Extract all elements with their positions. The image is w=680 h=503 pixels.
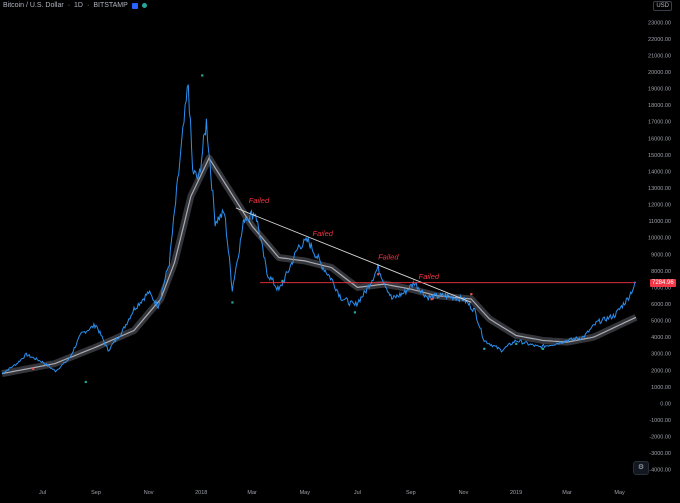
ma-band-path bbox=[1, 154, 638, 378]
failed-label: Failed bbox=[419, 272, 440, 281]
signal-marker bbox=[32, 367, 35, 370]
x-tick-label: Nov bbox=[459, 490, 469, 496]
y-tick-label: 18000.00 bbox=[648, 103, 671, 109]
x-tick-label: May bbox=[300, 490, 311, 496]
y-tick-label: 23000.00 bbox=[648, 20, 671, 26]
x-tick-label: 2019 bbox=[510, 490, 522, 496]
y-tick-label: 21000.00 bbox=[648, 53, 671, 59]
x-tick-label: May bbox=[614, 490, 625, 496]
y-tick-label: 7000.00 bbox=[651, 285, 671, 291]
price-axis[interactable]: 23000.00 22000.00 21000.00 20000.00 19000.00… bbox=[648, 20, 671, 473]
y-tick-label: 15000.00 bbox=[648, 153, 671, 159]
y-tick-label: 12000.00 bbox=[648, 203, 671, 209]
y-tick-label: 20000.00 bbox=[648, 70, 671, 76]
x-tick-label: Sep bbox=[406, 490, 416, 496]
x-tick-label: Mar bbox=[562, 490, 572, 496]
y-tick-label: 14000.00 bbox=[648, 169, 671, 175]
currency-label[interactable]: USD bbox=[653, 1, 672, 11]
y-tick-label: -4000.00 bbox=[649, 468, 671, 474]
x-tick-label: Mar bbox=[247, 490, 257, 496]
y-tick-label: 11000.00 bbox=[648, 219, 671, 225]
y-tick-label: 8000.00 bbox=[651, 269, 671, 275]
x-tick-label: 2018 bbox=[195, 490, 207, 496]
signal-marker bbox=[231, 301, 234, 304]
failed-label: Failed bbox=[313, 229, 334, 238]
failed-label: Failed bbox=[378, 252, 399, 261]
price-path bbox=[1, 84, 637, 374]
y-tick-label: 3000.00 bbox=[651, 352, 671, 358]
y-tick-label: 4000.00 bbox=[651, 335, 671, 341]
drawing-overlays[interactable] bbox=[235, 207, 636, 303]
resistance-trendline bbox=[235, 207, 472, 303]
x-tick-label: Jul bbox=[39, 490, 46, 496]
symbol-name[interactable]: Bitcoin / U.S. Dollar bbox=[3, 2, 64, 9]
signal-marker bbox=[541, 347, 545, 350]
moving-average-line bbox=[1, 156, 637, 375]
interval-label[interactable]: 1D bbox=[74, 2, 83, 9]
x-tick-label: Jul bbox=[354, 490, 361, 496]
y-tick-label: 9000.00 bbox=[651, 252, 671, 258]
y-tick-label: 17000.00 bbox=[648, 120, 671, 126]
settings-icon: ⚙ bbox=[637, 464, 645, 471]
y-tick-label: 22000.00 bbox=[648, 37, 671, 43]
status-dot-icon bbox=[141, 3, 147, 8]
y-tick-label: -1000.00 bbox=[649, 418, 671, 424]
signal-marker bbox=[430, 298, 433, 301]
exchange-label: BITSTAMP bbox=[93, 2, 128, 9]
y-tick-label: 0.00 bbox=[660, 401, 671, 407]
signal-marker bbox=[470, 293, 473, 296]
current-price-tag: 7284.96 bbox=[650, 278, 676, 287]
symbol-header: Bitcoin / U.S. Dollar · 1D · BITSTAMP bbox=[3, 2, 147, 9]
y-tick-label: 16000.00 bbox=[648, 136, 671, 142]
signal-marker bbox=[483, 347, 486, 350]
close-square-icon[interactable] bbox=[131, 2, 138, 9]
y-tick-label: 2000.00 bbox=[651, 368, 671, 374]
signal-marker bbox=[201, 74, 204, 77]
x-tick-label: Sep bbox=[91, 490, 101, 496]
y-tick-label: 19000.00 bbox=[648, 87, 671, 93]
price-line bbox=[1, 84, 637, 374]
y-tick-label: -2000.00 bbox=[649, 435, 671, 441]
signal-marker bbox=[515, 342, 518, 345]
ma-path bbox=[1, 156, 637, 375]
y-tick-label: 10000.00 bbox=[648, 236, 671, 242]
signal-marker bbox=[377, 273, 380, 276]
y-tick-label: -3000.00 bbox=[649, 451, 671, 457]
time-axis[interactable]: Jul Sep Nov 2018 Mar May Jul Sep Nov 2019 Mar May bbox=[39, 490, 625, 496]
settings-button[interactable]: ⚙ bbox=[633, 461, 649, 475]
y-tick-label: 6000.00 bbox=[651, 302, 671, 308]
signal-marker bbox=[353, 311, 356, 314]
signal-markers bbox=[32, 74, 545, 384]
x-tick-label: Nov bbox=[144, 490, 154, 496]
signal-marker bbox=[84, 380, 87, 384]
annotation-labels: Failed Failed Failed Failed bbox=[249, 196, 440, 281]
y-tick-label: 5000.00 bbox=[651, 319, 671, 325]
failed-label: Failed bbox=[249, 196, 270, 205]
signal-marker bbox=[281, 279, 284, 282]
moving-average-band bbox=[1, 154, 638, 378]
y-tick-label: 13000.00 bbox=[648, 186, 671, 192]
y-tick-label: 1000.00 bbox=[651, 385, 671, 391]
